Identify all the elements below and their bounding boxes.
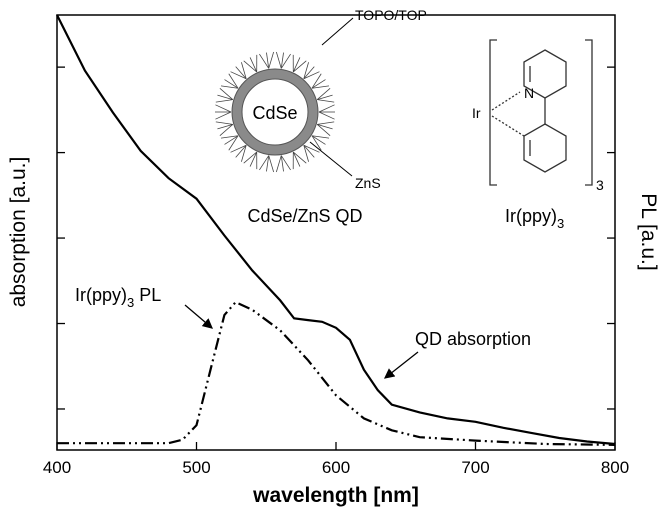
subscript: 3 bbox=[127, 295, 134, 310]
ligand bbox=[215, 112, 231, 119]
complex-count: 3 bbox=[596, 177, 604, 193]
complex-structure bbox=[490, 40, 592, 185]
atom-label: N bbox=[524, 85, 534, 101]
ligand-pointer bbox=[322, 18, 353, 45]
text: Ir(ppy) bbox=[75, 285, 127, 305]
shell-label: ZnS bbox=[355, 175, 381, 191]
subscript: 3 bbox=[557, 216, 564, 231]
x-tick-label: 500 bbox=[182, 458, 210, 477]
x-tick-label: 600 bbox=[322, 458, 350, 477]
annotation: Ir(ppy)3 PL bbox=[75, 285, 161, 310]
ligand bbox=[231, 145, 247, 152]
annotation-arrow bbox=[385, 352, 418, 378]
ligand bbox=[269, 156, 274, 172]
ligand bbox=[250, 152, 257, 167]
coordination-bond bbox=[492, 116, 524, 136]
x-axis-label: wavelength [nm] bbox=[252, 484, 419, 507]
ligand bbox=[244, 152, 257, 163]
ligand bbox=[319, 105, 335, 112]
coordination-bond bbox=[492, 92, 520, 110]
ligand bbox=[304, 72, 320, 79]
ligand bbox=[317, 122, 334, 125]
ligand bbox=[231, 72, 247, 79]
ligand bbox=[312, 74, 321, 88]
bracket-right bbox=[585, 40, 592, 185]
annotation: QD absorption bbox=[415, 329, 531, 349]
shell-pointer bbox=[310, 142, 352, 176]
ligand bbox=[276, 156, 281, 172]
x-tick-label: 400 bbox=[43, 458, 71, 477]
series-line bbox=[57, 302, 615, 445]
ligand bbox=[293, 57, 300, 72]
ligand bbox=[215, 105, 231, 112]
ligand bbox=[229, 74, 238, 88]
ligand bbox=[293, 152, 306, 163]
core-label: CdSe bbox=[252, 103, 297, 123]
plot-frame bbox=[57, 15, 615, 450]
ligand bbox=[312, 136, 321, 150]
chart: wavelength [nm] absorption [a.u.] PL [a.… bbox=[0, 0, 661, 510]
x-tick-label: 700 bbox=[461, 458, 489, 477]
annotation-arrow bbox=[185, 305, 212, 328]
ligand bbox=[304, 145, 320, 152]
x-tick-label: 800 bbox=[601, 458, 629, 477]
atom-label: Ir bbox=[472, 105, 481, 121]
y2-axis-label: PL [a.u.] bbox=[637, 193, 660, 270]
ligand bbox=[216, 100, 233, 103]
ligand bbox=[293, 61, 306, 72]
text: Ir(ppy) bbox=[505, 206, 557, 226]
ligand bbox=[317, 100, 334, 103]
ligand bbox=[293, 152, 300, 167]
text: PL bbox=[134, 285, 161, 305]
y-axis-label: absorption [a.u.] bbox=[7, 157, 30, 308]
ligand bbox=[216, 122, 233, 125]
ligand bbox=[269, 52, 274, 68]
series-line bbox=[57, 15, 615, 444]
ligand bbox=[244, 61, 257, 72]
ligand bbox=[276, 52, 281, 68]
ligand-label: TOPO/TOP bbox=[355, 7, 427, 23]
ligand bbox=[229, 136, 238, 150]
bracket-left bbox=[490, 40, 497, 185]
ligand bbox=[319, 112, 335, 119]
qd-caption: CdSe/ZnS QD bbox=[247, 206, 362, 226]
ligand bbox=[250, 57, 257, 72]
complex-caption: Ir(ppy)3 bbox=[505, 206, 564, 231]
